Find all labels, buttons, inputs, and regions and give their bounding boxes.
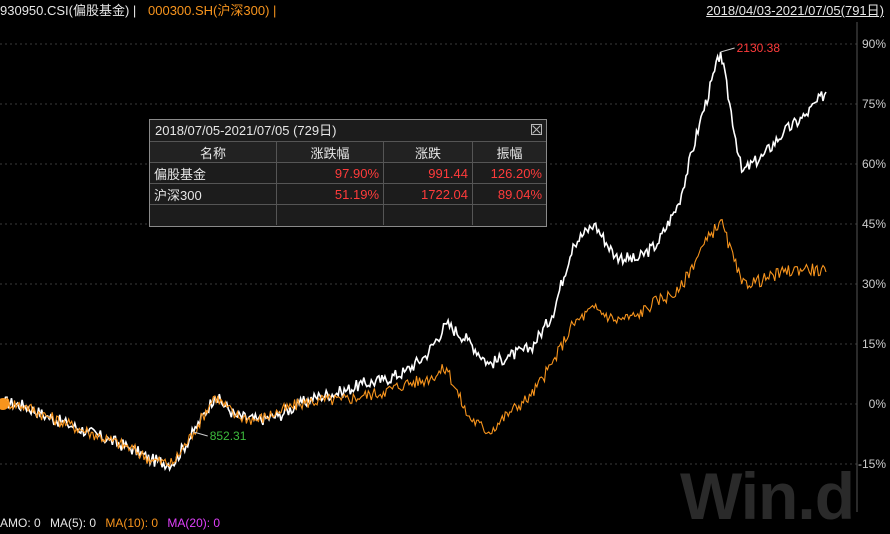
table-row[interactable]: 偏股基金 97.90% 991.44 126.20% (150, 162, 546, 184)
amo-indicator[interactable]: AMO: 0 (0, 516, 41, 530)
row-chg: 991.44 (383, 162, 473, 184)
stats-table: 名称 涨跌幅 涨跌 振幅 偏股基金 97.90% 991.44 126.20% … (150, 141, 546, 225)
close-icon[interactable] (531, 124, 542, 135)
column-header: 涨跌 (383, 141, 473, 163)
y-tick-label: 60% (862, 157, 886, 171)
y-tick-label: 45% (862, 217, 886, 231)
row-pct: 51.19% (276, 183, 384, 205)
chart-header: 930950.CSI(偏股基金) | 000300.SH(沪深300) | 20… (0, 0, 890, 22)
min-value-label: 852.31 (210, 429, 247, 443)
row-chg: 1722.04 (383, 183, 473, 205)
series-line-csi300 (3, 218, 827, 468)
row-name: 偏股基金 (150, 162, 277, 184)
ma20-indicator[interactable]: MA(20): 0 (167, 516, 221, 530)
indicator-bar: AMO: 0 MA(5): 0 MA(10): 0 MA(20): 0 (0, 513, 226, 533)
row-amp: 89.04% (472, 183, 546, 205)
start-marker (0, 398, 9, 410)
chart-grid (0, 43, 857, 465)
popup-title: 2018/07/05-2021/07/05 (729日) (155, 123, 337, 138)
series-line-fund (3, 51, 827, 473)
chart-annotations: 2130.38 852.31 (193, 41, 781, 443)
ma5-indicator[interactable]: MA(5): 0 (50, 516, 97, 530)
stats-header-row: 名称 涨跌幅 涨跌 振幅 (150, 141, 546, 163)
series1-label[interactable]: 930950.CSI(偏股基金) | (0, 3, 137, 18)
row-pct: 97.90% (276, 162, 384, 184)
row-amp: 126.20% (472, 162, 546, 184)
table-row[interactable]: 沪深300 51.19% 1722.04 89.04% (150, 183, 546, 205)
chart-lines (3, 51, 827, 473)
max-value-label: 2130.38 (737, 41, 781, 55)
y-tick-label: -15% (858, 457, 886, 471)
column-header: 振幅 (472, 141, 546, 163)
series2-label[interactable]: 000300.SH(沪深300) | (148, 3, 277, 18)
interval-stats-popup: 2018/07/05-2021/07/05 (729日) 名称 涨跌幅 涨跌 振… (149, 119, 547, 227)
table-row-empty (150, 204, 546, 225)
column-header: 涨跌幅 (276, 141, 384, 163)
ma10-indicator[interactable]: MA(10): 0 (105, 516, 159, 530)
annotation-leader (193, 431, 208, 437)
column-header: 名称 (150, 141, 277, 163)
annotation-leader (720, 47, 735, 53)
date-range-label[interactable]: 2018/04/03-2021/07/05(791日) (706, 3, 884, 18)
y-tick-label: 0% (869, 397, 887, 411)
wind-watermark: Win.d (680, 459, 855, 533)
y-tick-label: 75% (862, 97, 886, 111)
y-axis: 90% 75% 60% 45% 30% 15% 0% -15% (856, 22, 887, 512)
y-tick-label: 15% (862, 337, 886, 351)
y-tick-label: 30% (862, 277, 886, 291)
row-name: 沪深300 (150, 183, 277, 205)
y-tick-label: 90% (862, 37, 886, 51)
